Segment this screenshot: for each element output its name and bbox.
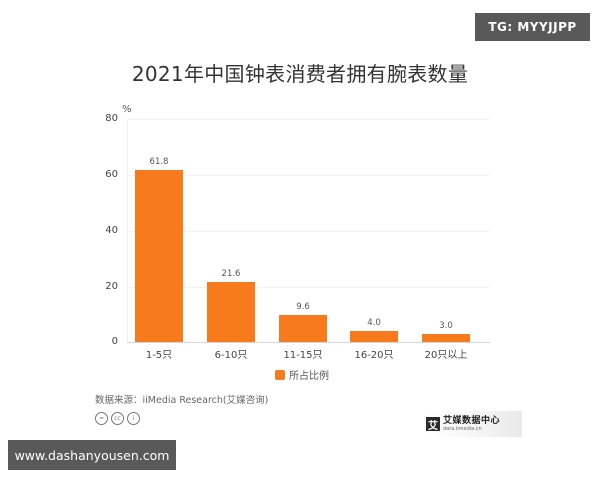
legend-swatch — [275, 369, 285, 380]
x-tick: 6-10只 — [214, 350, 248, 361]
value-label: 3.0 — [439, 321, 453, 331]
y-tick: 60 — [105, 169, 118, 180]
y-tick: 0 — [111, 336, 118, 347]
y-tick: 80 — [105, 113, 118, 124]
value-label: 9.6 — [296, 302, 310, 312]
value-label: 21.6 — [221, 269, 241, 279]
y-axis-line — [127, 119, 128, 342]
y-tick: 20 — [105, 281, 118, 292]
brand-logo-icon: 艾 — [426, 417, 440, 432]
watermark-bottom-left: www.dashanyousen.com — [8, 440, 176, 470]
gridline — [127, 119, 490, 120]
gridline — [127, 231, 490, 232]
x-tick: 20只以上 — [424, 350, 468, 361]
x-tick: 11-15只 — [283, 350, 323, 361]
bar-1-5[interactable] — [135, 170, 183, 342]
value-label: 61.8 — [149, 157, 169, 167]
bar-16-20[interactable] — [350, 331, 398, 342]
y-tick: 40 — [105, 225, 118, 236]
legend[interactable]: 所占比例 — [275, 367, 329, 382]
y-axis-unit: % — [122, 104, 132, 115]
bar-20-plus[interactable] — [422, 334, 470, 342]
brand-url: data.iimedia.cn — [443, 425, 482, 432]
chart-title: 2021年中国钟表消费者拥有腕表数量 — [131, 62, 469, 86]
gridline — [127, 287, 490, 288]
bar-11-15[interactable] — [279, 315, 327, 342]
data-source: 数据来源：iiMedia Research(艾媒咨询) — [95, 395, 269, 406]
value-label: 4.0 — [367, 318, 381, 328]
equal-icon: = — [95, 412, 108, 425]
legend-label: 所占比例 — [289, 371, 329, 382]
x-tick: 16-20只 — [354, 350, 394, 361]
license-icons: = cc i — [95, 412, 140, 425]
cc-icon: cc — [111, 412, 124, 425]
bar-6-10[interactable] — [207, 282, 255, 342]
gridline — [127, 175, 490, 176]
person-icon: i — [127, 412, 140, 425]
watermark-top-right: TG: MYYJJPP — [475, 13, 590, 41]
x-tick: 1-5只 — [145, 350, 173, 361]
x-axis-line — [127, 342, 490, 343]
brand-logo-block: 艾 艾媒数据中心 data.iimedia.cn — [424, 411, 522, 437]
brand-name: 艾媒数据中心 — [443, 415, 501, 426]
